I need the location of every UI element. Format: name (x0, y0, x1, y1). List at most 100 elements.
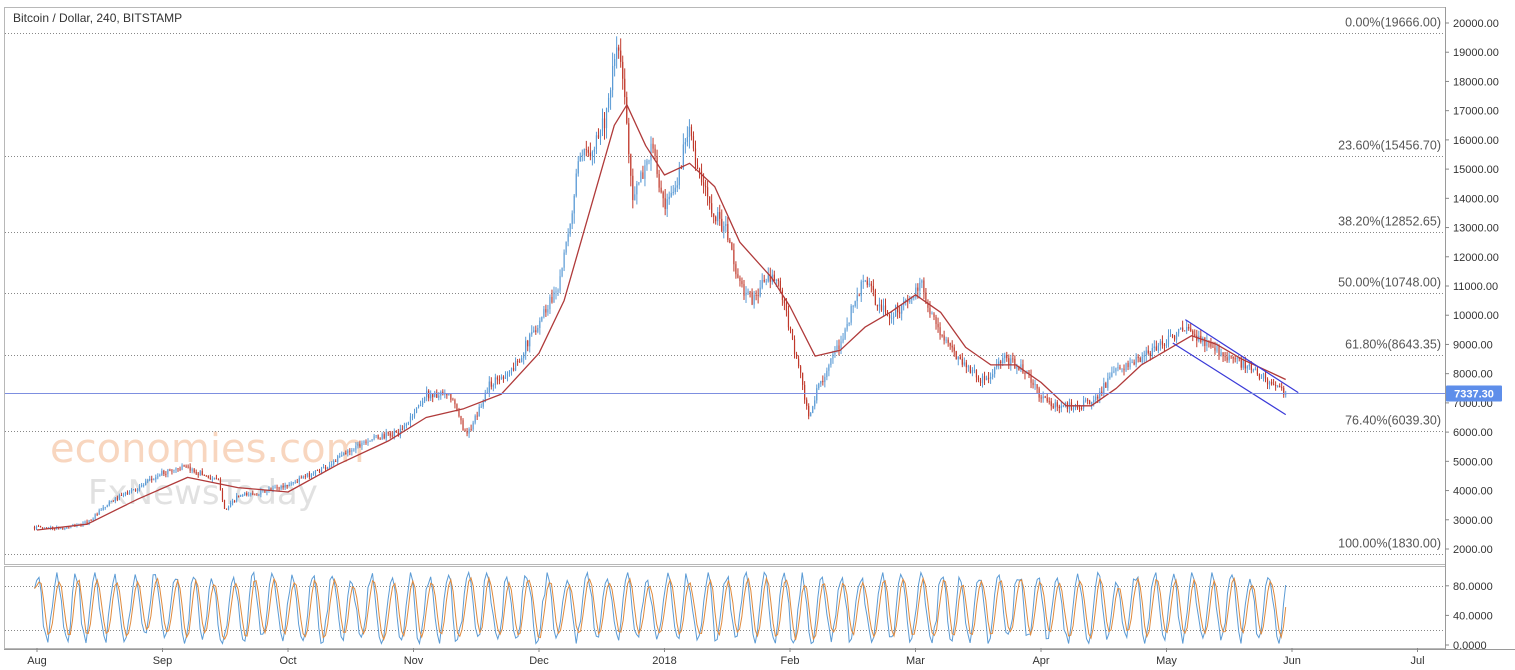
candle-body (1220, 352, 1222, 356)
candle-body (242, 494, 244, 496)
candle-body (510, 368, 513, 371)
candle (227, 505, 230, 511)
price-tick-label: 19000.00 (1453, 47, 1499, 59)
candle-body (438, 395, 440, 398)
candle (413, 408, 416, 419)
candle-body (1016, 365, 1018, 369)
candle (1056, 400, 1058, 412)
candle (571, 210, 573, 230)
candle-body (638, 182, 640, 184)
candle-body (721, 218, 723, 232)
candle (175, 467, 177, 473)
candle-body (88, 520, 90, 525)
candle (1014, 355, 1016, 369)
candle (1002, 353, 1004, 367)
candle (165, 471, 167, 478)
candle-body (684, 142, 686, 145)
candle (452, 397, 454, 401)
candle-body (106, 505, 108, 507)
candle-body (1151, 348, 1153, 356)
candle (690, 124, 693, 141)
oscillator-tick-label: 40.0000 (1453, 610, 1493, 622)
candle (539, 317, 541, 335)
candle (969, 365, 971, 374)
candle (1244, 356, 1246, 374)
candle-body (298, 477, 300, 482)
candle (1012, 352, 1014, 363)
time-tick-label: Dec (529, 655, 549, 667)
candle (822, 375, 824, 386)
candle-body (644, 165, 646, 179)
candle (468, 427, 470, 438)
candle-body (905, 299, 907, 301)
candle-body (379, 438, 381, 440)
candle-body (1171, 335, 1174, 337)
candle (1074, 403, 1077, 411)
candle-body (830, 358, 832, 366)
candle (672, 185, 674, 196)
candle-body (345, 453, 347, 454)
candle (290, 481, 292, 486)
candle-body (274, 487, 276, 489)
candle (660, 180, 662, 194)
fib-level-label: 100.00%(1830.00) (1338, 537, 1441, 551)
candle-body (282, 485, 284, 488)
candle-body (502, 376, 505, 379)
candle-body (543, 309, 545, 317)
candle-body (979, 380, 982, 384)
candle-body (430, 394, 432, 399)
price-axis[interactable]: 2000.003000.004000.005000.006000.007000.… (1445, 18, 1499, 556)
candle-body (100, 509, 102, 511)
candle (846, 317, 848, 332)
candle (614, 53, 616, 77)
candle-body (539, 320, 541, 328)
candle-body (173, 469, 175, 472)
candle (929, 301, 931, 318)
price-tick-label: 13000.00 (1453, 223, 1499, 235)
candle (236, 493, 238, 503)
candle-body (545, 309, 547, 313)
candle-body (943, 335, 945, 341)
candle (694, 140, 697, 171)
candle-body (1034, 384, 1036, 386)
candle-body (1030, 374, 1032, 383)
candle-body (1232, 356, 1234, 359)
candle-body (563, 252, 565, 268)
candle (733, 243, 735, 272)
candle (1125, 362, 1127, 372)
candle (870, 280, 872, 293)
candle-body (486, 392, 488, 394)
candle (310, 473, 313, 480)
candle (1111, 366, 1113, 378)
time-tick-label: Mar (906, 655, 925, 667)
candle-body (1119, 367, 1121, 369)
candle-body (1131, 362, 1133, 364)
candle (618, 44, 620, 59)
candle-body (66, 526, 68, 529)
candle-body (1194, 334, 1196, 336)
candle (357, 441, 359, 449)
candle-body (802, 372, 804, 385)
candle-body (238, 495, 240, 497)
candle (959, 354, 961, 360)
candle (529, 332, 531, 353)
candle-body (713, 213, 715, 217)
candle (1121, 368, 1123, 373)
candle (789, 326, 792, 334)
candle (1254, 366, 1257, 371)
candle (1210, 337, 1212, 349)
candle-body (452, 399, 454, 401)
candle-body (1062, 405, 1064, 407)
candle-body (589, 152, 591, 157)
candle-body (670, 192, 672, 197)
candle (1107, 372, 1109, 391)
candle-body (203, 475, 205, 476)
candle (977, 375, 980, 383)
candle-body (913, 297, 915, 299)
time-axis[interactable]: Aug Sep Oct Nov Dec 2018 Feb Mar Apr May Jun Jul (27, 648, 1425, 667)
candle (624, 68, 626, 105)
candle-body (68, 526, 70, 528)
candle-body (421, 401, 424, 405)
candle (990, 372, 992, 384)
